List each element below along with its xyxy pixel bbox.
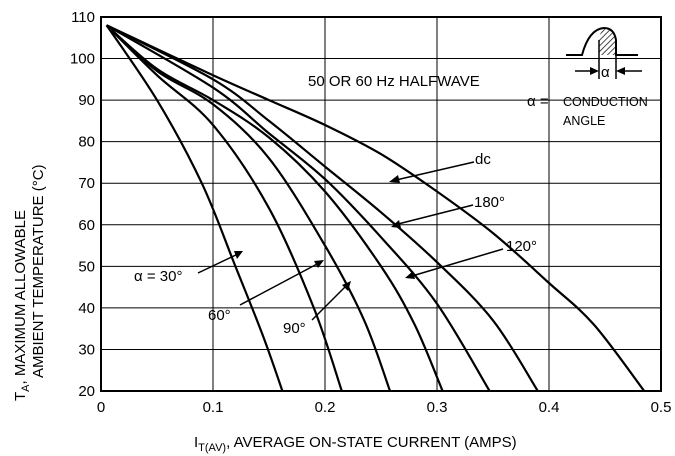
series-curves <box>105 24 646 392</box>
x-axis-title-main: I <box>194 434 198 451</box>
y-tick-label: 40 <box>78 300 95 317</box>
y-axis-title-sub: A <box>20 384 32 392</box>
x-tick-label: 0.5 <box>651 399 672 416</box>
y-tick-label: 50 <box>78 258 95 275</box>
alpha-symbol: α <box>601 64 610 81</box>
y-tick-label: 90 <box>78 92 95 109</box>
y-axis-title-main: T <box>12 392 29 401</box>
label-120: 120° <box>506 238 537 255</box>
label-dc: dc <box>475 151 491 168</box>
frequency-annotation: 50 OR 60 Hz HALFWAVE <box>308 73 480 90</box>
x-tick-label: 0.2 <box>315 399 336 416</box>
y-axis-title-rest: , MAXIMUM ALLOWABLE <box>12 210 29 385</box>
series-line-6 <box>106 24 646 392</box>
label-180: 180° <box>474 194 505 211</box>
label-90: 90° <box>283 320 306 337</box>
y-axis-title-line1: TA, MAXIMUM ALLOWABLE <box>12 210 32 401</box>
y-tick-label: 20 <box>78 383 95 400</box>
plot-frame <box>100 16 662 392</box>
y-tick-label: 30 <box>78 341 95 358</box>
series-line-5 <box>106 24 539 392</box>
curve-labels: dc 180° 120° 90° 60° α = 30° <box>134 151 537 337</box>
x-tick-label: 0 <box>97 399 105 416</box>
y-tick-label: 70 <box>78 175 95 192</box>
x-axis-title-sub: T(AV) <box>198 442 226 454</box>
x-tick-label: 0.3 <box>427 399 448 416</box>
x-axis-title: IT(AV), AVERAGE ON-STATE CURRENT (AMPS) <box>194 434 517 454</box>
series-line-7 <box>105 24 444 392</box>
y-tick-label: 100 <box>70 51 95 68</box>
x-tick-labels: 0 0.1 0.2 0.3 0.4 0.5 <box>97 399 672 416</box>
label-30: α = 30° <box>134 268 182 285</box>
y-tick-labels: 20 30 40 50 60 70 80 90 100 110 <box>70 9 95 400</box>
halfwave-waveform-icon: α <box>566 26 642 81</box>
y-tick-label: 80 <box>78 134 95 151</box>
x-tick-label: 0.1 <box>203 399 224 416</box>
y-axis-title-line2: AMBIENT TEMPERATURE (°C) <box>30 164 47 378</box>
series-line-2 <box>105 24 343 392</box>
x-axis-title-rest: , AVERAGE ON-STATE CURRENT (AMPS) <box>226 434 517 451</box>
x-tick-label: 0.4 <box>539 399 560 416</box>
conduction-annotation: CONDUCTION <box>563 95 648 109</box>
series-line-3 <box>105 24 392 392</box>
series-line-1 <box>105 24 284 392</box>
y-tick-label: 60 <box>78 217 95 234</box>
alpha-equals-annotation: α = <box>527 93 549 110</box>
angle-annotation: ANGLE <box>563 114 605 128</box>
y-tick-label: 110 <box>71 9 95 26</box>
label-60: 60° <box>208 307 231 324</box>
series-line-4 <box>106 24 491 392</box>
